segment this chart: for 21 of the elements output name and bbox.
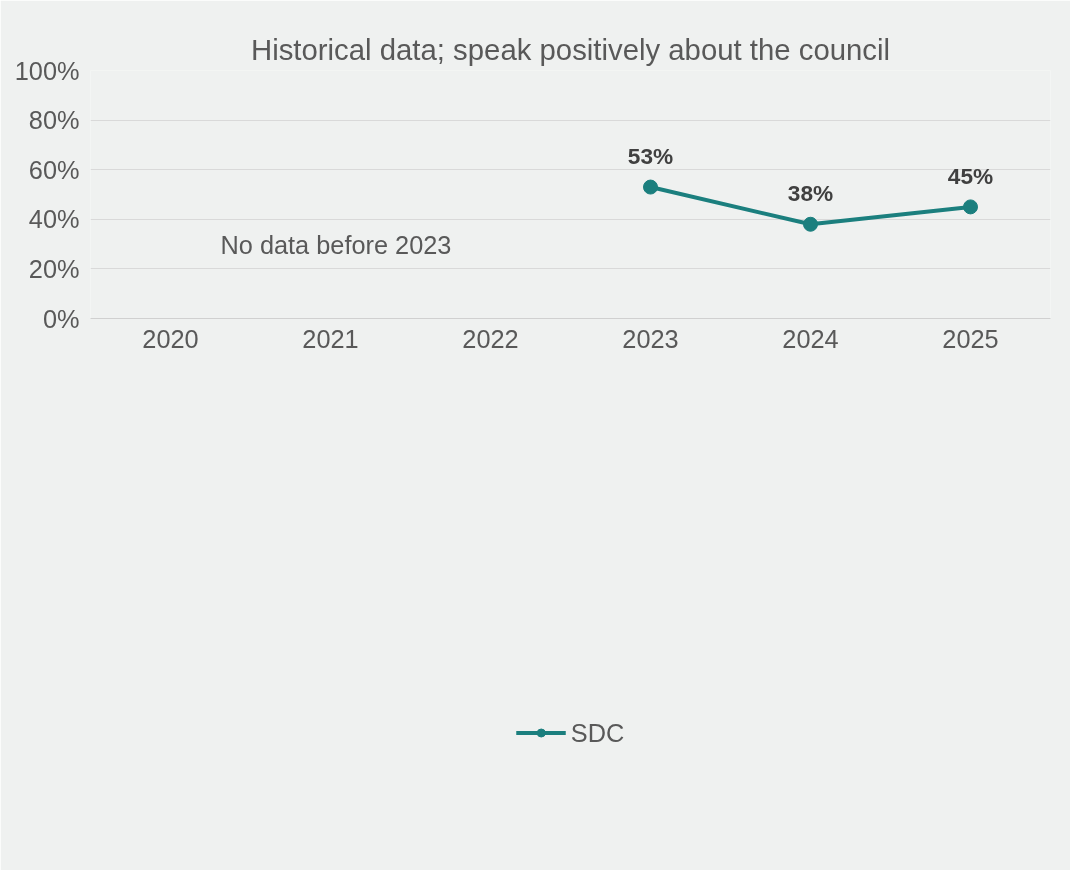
point [643, 179, 658, 195]
y-tick-label: 40% [28, 205, 80, 234]
text: 45% [947, 162, 994, 189]
x-tick-label: 2025 [942, 324, 999, 353]
chart-title: Historical data; speak positively about the council [250, 32, 891, 66]
x-tick-label: 2021 [302, 324, 359, 353]
text: 53% [627, 143, 674, 170]
legend-label: SDC [570, 718, 625, 748]
x-tick-label: 2023 [622, 324, 679, 353]
y-tick-label: 60% [28, 155, 80, 184]
point [963, 199, 978, 215]
point [803, 216, 818, 232]
x-tick-label: 2024 [782, 324, 839, 353]
annotation: No data before 2023 [220, 230, 452, 259]
y-tick-label: 0% [42, 304, 80, 333]
x-tick-label: 2020 [142, 324, 199, 353]
y-tick-label: 80% [28, 106, 80, 135]
y-tick-label: 100% [14, 56, 80, 85]
text: 38% [787, 180, 834, 207]
x-tick-label: 2022 [462, 324, 519, 353]
y-tick-label: 20% [28, 254, 80, 283]
